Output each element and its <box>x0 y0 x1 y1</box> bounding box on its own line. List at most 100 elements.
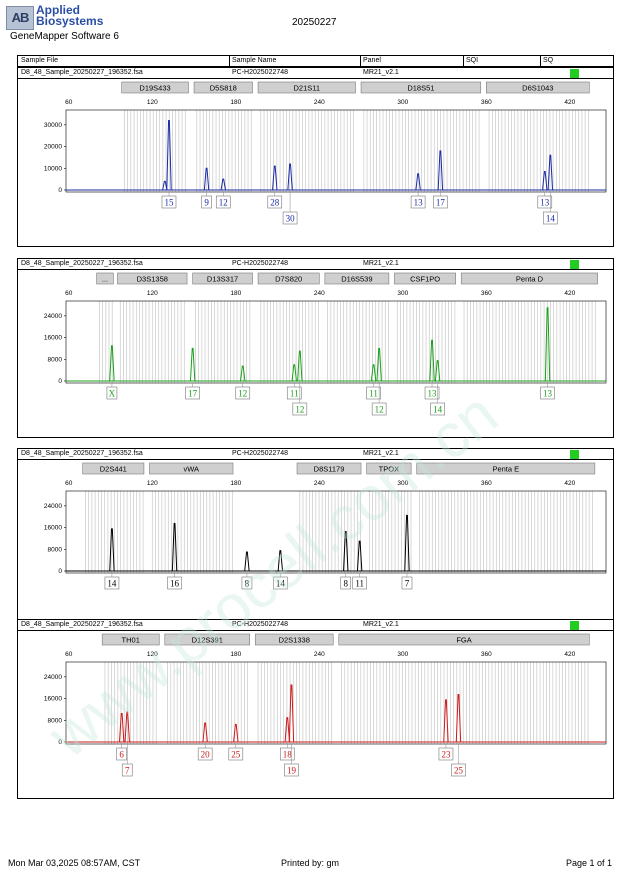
allele-label-box[interactable] <box>106 386 118 400</box>
peak[interactable] <box>297 350 303 382</box>
peak[interactable] <box>162 180 168 191</box>
locus-box[interactable] <box>360 81 482 94</box>
allele-label-box[interactable] <box>410 195 426 209</box>
allele-label-box[interactable] <box>197 747 213 761</box>
peak[interactable] <box>370 364 377 382</box>
allele-label: 20 <box>201 750 211 760</box>
allele-label-box[interactable] <box>161 195 177 209</box>
allele-label-box[interactable] <box>433 195 448 209</box>
x-tick-label: 300 <box>397 480 408 487</box>
allele-label-box[interactable] <box>286 386 302 400</box>
peak[interactable] <box>166 120 172 191</box>
allele-label: 16 <box>170 579 180 589</box>
locus-box[interactable] <box>296 462 362 475</box>
allele-label-box[interactable] <box>201 195 212 209</box>
peak[interactable] <box>240 365 246 382</box>
allele-label-box[interactable] <box>543 211 558 225</box>
allele-label-box[interactable] <box>104 576 120 590</box>
locus-box[interactable] <box>149 462 234 475</box>
peak[interactable] <box>544 307 551 382</box>
peak[interactable] <box>284 717 290 743</box>
allele-label-box[interactable] <box>235 386 251 400</box>
locus-box[interactable] <box>254 633 334 646</box>
locus-box[interactable] <box>324 272 390 285</box>
allele-label-box[interactable] <box>228 747 244 761</box>
peak[interactable] <box>109 345 115 382</box>
peak[interactable] <box>542 171 548 191</box>
allele-label-box[interactable] <box>167 576 182 590</box>
peak[interactable] <box>109 528 115 572</box>
peak[interactable] <box>171 523 178 572</box>
peak[interactable] <box>202 722 208 743</box>
locus-box[interactable] <box>101 633 160 646</box>
locus-box[interactable] <box>338 633 590 646</box>
panel-sample-file: D8_48_Sample_20250227_196352.fsa <box>21 621 143 628</box>
peak[interactable] <box>203 167 210 191</box>
allele-label-box[interactable] <box>241 576 253 590</box>
allele-label: 18 <box>283 750 293 760</box>
peak[interactable] <box>429 339 435 382</box>
peak[interactable] <box>404 514 410 572</box>
allele-label-box[interactable] <box>282 211 298 225</box>
locus-box[interactable] <box>394 272 456 285</box>
locus-box[interactable] <box>416 462 596 475</box>
allele-label-box[interactable] <box>116 747 127 761</box>
allele-label-box[interactable] <box>215 195 231 209</box>
allele-label-box[interactable] <box>438 747 454 761</box>
allele-label-box[interactable] <box>451 763 466 777</box>
allele-label-box[interactable] <box>401 576 413 590</box>
allele-label-box[interactable] <box>352 576 367 590</box>
allele-label-box[interactable] <box>540 386 555 400</box>
allele-label: 13 <box>414 198 424 208</box>
peak[interactable] <box>288 684 295 743</box>
peak[interactable] <box>291 364 297 382</box>
allele-label-box[interactable] <box>279 747 295 761</box>
locus-box[interactable] <box>486 81 590 94</box>
locus-box[interactable] <box>117 272 188 285</box>
peak[interactable] <box>272 165 278 191</box>
peak[interactable] <box>233 723 239 743</box>
allele-label-box[interactable] <box>185 386 200 400</box>
peak[interactable] <box>189 347 196 382</box>
locus-box[interactable] <box>193 81 253 94</box>
peak[interactable] <box>277 550 284 572</box>
peak[interactable] <box>437 150 444 191</box>
allele-label-box[interactable] <box>366 386 381 400</box>
allele-label-box[interactable] <box>430 402 445 416</box>
x-tick-label: 60 <box>65 99 73 106</box>
peak[interactable] <box>343 531 349 572</box>
panel-info-row: D8_48_Sample_20250227_196352.fsa PC-H2025… <box>18 259 613 270</box>
locus-box[interactable] <box>82 462 145 475</box>
x-tick-label: 180 <box>230 651 241 658</box>
locus-box[interactable] <box>192 272 253 285</box>
peak[interactable] <box>244 551 250 572</box>
peak[interactable] <box>415 173 421 191</box>
locus-box[interactable] <box>460 272 598 285</box>
allele-label-box[interactable] <box>371 402 387 416</box>
peak[interactable] <box>118 713 125 743</box>
peak[interactable] <box>287 163 293 191</box>
locus-box[interactable] <box>366 462 412 475</box>
allele-label-box[interactable] <box>537 195 553 209</box>
peak[interactable] <box>356 540 363 572</box>
locus-box[interactable] <box>257 81 356 94</box>
allele-label-box[interactable] <box>284 763 299 777</box>
allele-label-box[interactable] <box>121 763 133 777</box>
allele-label-box[interactable] <box>273 576 288 590</box>
panel-panel-name: MR21_v2.1 <box>363 450 399 457</box>
peak[interactable] <box>547 154 554 191</box>
locus-box[interactable] <box>257 272 320 285</box>
locus-box[interactable] <box>121 81 189 94</box>
peak[interactable] <box>220 178 226 191</box>
allele-label-box[interactable] <box>424 386 440 400</box>
peak[interactable] <box>434 360 441 382</box>
peak[interactable] <box>124 711 130 743</box>
allele-label-box[interactable] <box>292 402 308 416</box>
peak[interactable] <box>443 699 449 743</box>
peak[interactable] <box>376 347 382 382</box>
allele-label-box[interactable] <box>340 576 352 590</box>
locus-box[interactable] <box>164 633 251 646</box>
locus-box[interactable] <box>96 272 114 285</box>
allele-label-box[interactable] <box>267 195 283 209</box>
peak[interactable] <box>455 694 462 743</box>
